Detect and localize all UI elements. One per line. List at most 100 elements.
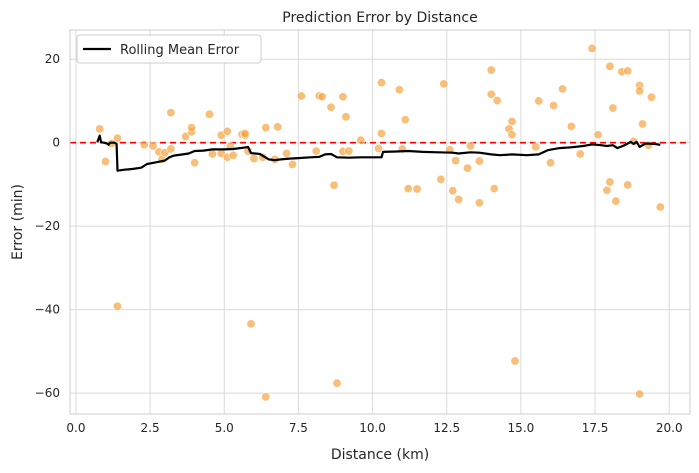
scatter-point (394, 85, 404, 95)
legend-label: Rolling Mean Error (120, 43, 240, 58)
scatter-point (374, 144, 384, 154)
scatter-point (326, 102, 336, 112)
y-tick-label: −40 (35, 303, 60, 317)
scatter-point (311, 146, 321, 156)
scatter-point (403, 184, 413, 194)
scatter-point (222, 126, 232, 136)
scatter-point (148, 141, 158, 151)
scatter-point (507, 116, 517, 126)
x-tick-label: 5.0 (215, 421, 234, 435)
scatter-point (261, 392, 271, 402)
scatter-point (273, 122, 283, 132)
scatter-point (655, 202, 665, 212)
scatter-point (587, 43, 597, 53)
x-tick-label: 7.5 (289, 421, 308, 435)
scatter-point (486, 65, 496, 75)
scatter-point (112, 133, 122, 143)
rolling-mean-layer (96, 134, 661, 172)
x-tick-label: 2.5 (141, 421, 160, 435)
scatter-point (112, 301, 122, 311)
scatter-point (507, 130, 517, 140)
scatter-point (531, 142, 541, 152)
scatter-point (376, 129, 386, 139)
scatter-point (635, 389, 645, 399)
scatter-point (623, 180, 633, 190)
scatter-point (101, 156, 111, 166)
scatter-point (611, 196, 621, 206)
scatter-point (240, 129, 250, 139)
scatter-point (181, 131, 191, 141)
scatter-point (486, 89, 496, 99)
y-tick-label: 0 (52, 136, 60, 150)
scatter-point (510, 356, 520, 366)
scatter-point (439, 79, 449, 89)
scatter-point (605, 177, 615, 187)
scatter-point (139, 140, 149, 150)
scatter-point (474, 198, 484, 208)
scatter-point (376, 78, 386, 88)
x-tick-label: 0.0 (66, 421, 85, 435)
scatter-point (593, 130, 603, 140)
scatter-point (557, 84, 567, 94)
scatter-point (187, 123, 197, 133)
scatter-point (338, 92, 348, 102)
scatter-point (575, 149, 585, 159)
scatter-point (341, 112, 351, 122)
scatter-point (566, 121, 576, 131)
legend-box (76, 34, 262, 64)
scatter-point (400, 115, 410, 125)
scatter-point (474, 156, 484, 166)
scatter-point (332, 378, 342, 388)
scatter-point (534, 96, 544, 106)
scatter-point (287, 159, 297, 169)
scatter-point (546, 158, 556, 168)
scatter-point (246, 319, 256, 329)
y-tick-label: −60 (35, 386, 60, 400)
scatter-point (166, 144, 176, 154)
scatter-point (166, 108, 176, 118)
scatter-point (463, 163, 473, 173)
scatter-point (190, 158, 200, 168)
x-tick-label: 10.0 (359, 421, 386, 435)
x-tick-label: 15.0 (508, 421, 535, 435)
x-tick-label: 12.5 (433, 421, 460, 435)
scatter-point (204, 109, 214, 119)
scatter-point (608, 103, 618, 113)
scatter-point (623, 66, 633, 76)
plot-area-frame (69, 29, 691, 415)
scatter-point (492, 96, 502, 106)
scatter-point (465, 141, 475, 151)
scatter-point (95, 124, 105, 134)
scatter-point (646, 92, 656, 102)
scatter-point (635, 86, 645, 96)
scatter-point (228, 150, 238, 160)
scatter-point (317, 92, 327, 102)
scatter-point (249, 154, 259, 164)
x-axis-ticks: 0.0 2.5 5.0 7.5 10.0 12.5 15.0 17.5 20.0 (66, 421, 682, 435)
scatter-point (261, 123, 271, 133)
x-axis-label: Distance (km) (331, 447, 429, 463)
scatter-point (451, 156, 461, 166)
scatter-point (296, 91, 306, 101)
x-tick-label: 17.5 (582, 421, 609, 435)
scatter-point (643, 140, 653, 150)
scatter-point (344, 146, 354, 156)
scatter-point (602, 185, 612, 195)
x-tick-label: 20.0 (656, 421, 683, 435)
scatter-point (207, 149, 217, 159)
y-axis-ticks: 20 0 −20 −40 −60 (35, 52, 60, 400)
scatter-point (436, 174, 446, 184)
scatter-point (605, 61, 615, 71)
rolling-mean-line (96, 134, 661, 172)
y-axis-label: Error (min) (10, 184, 26, 260)
scatter-point (282, 149, 292, 159)
y-tick-label: 20 (45, 52, 60, 66)
scatter-point (412, 184, 422, 194)
chart-title: Prediction Error by Distance (282, 10, 477, 26)
scatter-point (549, 101, 559, 111)
y-tick-label: −20 (35, 219, 60, 233)
scatter-point (329, 180, 339, 190)
scatter-point (454, 194, 464, 204)
